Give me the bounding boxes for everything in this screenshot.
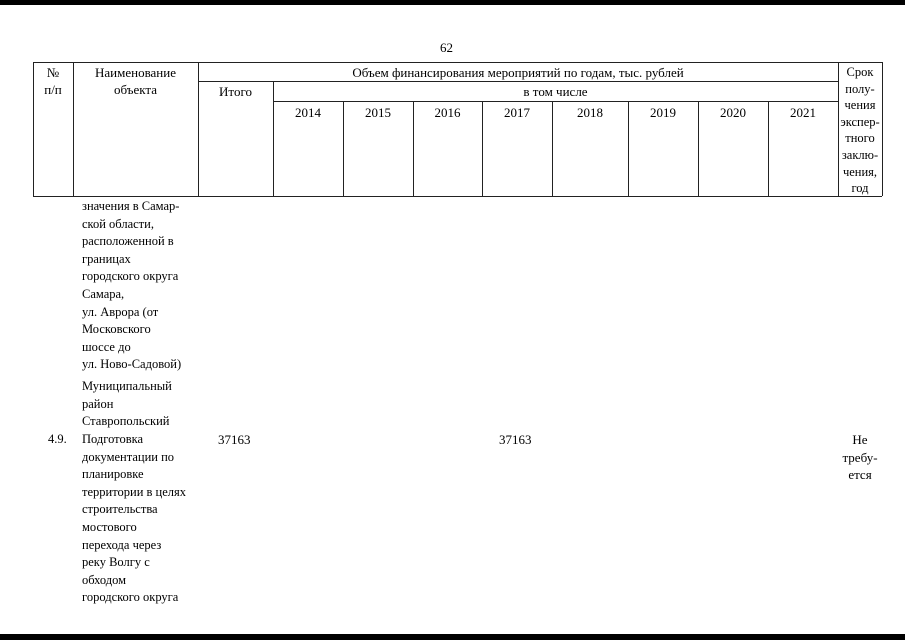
- header-name: Наименование объекта: [95, 65, 176, 97]
- header-num: № п/п: [44, 65, 62, 97]
- header-year: 2017: [504, 105, 530, 120]
- page-number: 62: [440, 40, 453, 55]
- header-year: 2021: [790, 105, 816, 120]
- header-funding: Объем финансирования мероприятий по года…: [352, 65, 684, 80]
- section-title: Муниципальный район Ставропольский: [82, 379, 172, 429]
- row-2017: 37163: [499, 432, 532, 447]
- scan-border-top: [0, 0, 905, 5]
- header-year: 2016: [434, 105, 461, 120]
- header-year: 2020: [720, 105, 746, 120]
- row-name: Подготовка документации по планировке те…: [82, 432, 187, 605]
- header-including: в том числе: [523, 84, 588, 99]
- continued-object-text: значения в Самар- ской области, располож…: [82, 199, 182, 372]
- row-term: Не требу- ется: [842, 432, 878, 483]
- header-year: 2018: [577, 105, 603, 120]
- header-year: 2015: [365, 105, 391, 120]
- header-year: 2014: [295, 105, 321, 120]
- header-total: Итого: [219, 84, 252, 99]
- row-num: 4.9.: [48, 432, 67, 446]
- header-year: 2019: [650, 105, 676, 120]
- header-term: Срок полу- чения экспер- тного заклю- че…: [840, 65, 880, 196]
- scan-border-bottom: [0, 634, 905, 640]
- row-total: 37163: [218, 432, 251, 447]
